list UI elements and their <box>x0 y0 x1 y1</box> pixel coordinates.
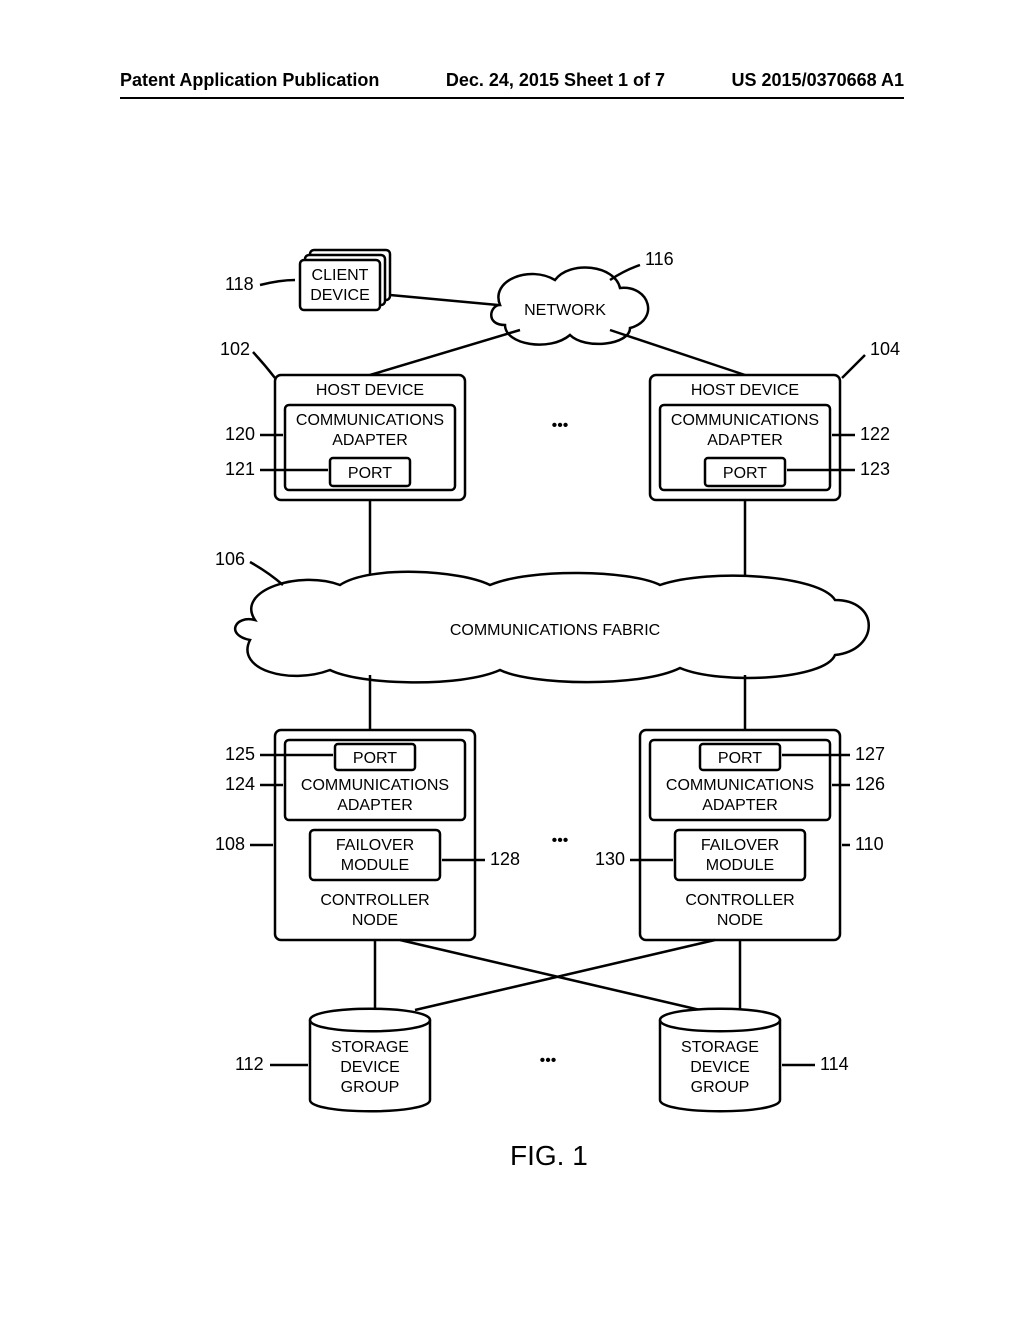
ref-114: 114 <box>820 1054 849 1074</box>
page: Patent Application Publication Dec. 24, … <box>0 0 1024 1320</box>
dots-storage: ••• <box>540 1052 557 1069</box>
ref-126: 126 <box>855 774 885 794</box>
ref-124: 124 <box>225 774 255 794</box>
storage-r-l2: DEVICE <box>690 1059 750 1076</box>
failover-l-l1: FAILOVER <box>336 837 414 854</box>
page-header: Patent Application Publication Dec. 24, … <box>120 70 904 99</box>
controller-l-l2: NODE <box>352 912 398 929</box>
communications-fabric: COMMUNICATIONS FABRIC <box>235 572 869 683</box>
header-left: Patent Application Publication <box>120 70 379 91</box>
ref-130: 130 <box>595 849 625 869</box>
client-label1: CLIENT <box>312 267 369 284</box>
port-right-label: PORT <box>723 465 767 482</box>
controller-r-l1: CONTROLLER <box>685 892 794 909</box>
ref-104: 104 <box>870 339 900 359</box>
failover-r-l2: MODULE <box>706 857 774 874</box>
ref-120: 120 <box>225 424 255 444</box>
port-br-label: PORT <box>718 750 762 767</box>
commad-br-l1: COMMUNICATIONS <box>666 777 814 794</box>
storage-r-l3: GROUP <box>691 1079 750 1096</box>
ref-102: 102 <box>220 339 250 359</box>
controller-right: PORT COMMUNICATIONS ADAPTER FAILOVER MOD… <box>640 730 840 940</box>
dots-controllers: ••• <box>552 832 569 849</box>
ref-112: 112 <box>235 1054 264 1074</box>
ref-116: 116 <box>645 249 674 269</box>
ref-125: 125 <box>225 744 255 764</box>
ref-108: 108 <box>215 834 245 854</box>
ref-127: 127 <box>855 744 885 764</box>
host-device-right: HOST DEVICE COMMUNICATIONS ADAPTER PORT <box>650 375 840 500</box>
header-right: US 2015/0370668 A1 <box>732 70 904 91</box>
storage-l-l2: DEVICE <box>340 1059 400 1076</box>
figure-1-svg: CLIENT DEVICE 118 NETWORK 116 HOST DEV <box>0 130 1024 1320</box>
storage-r-l1: STORAGE <box>681 1039 759 1056</box>
commad-br-l2: ADAPTER <box>702 797 778 814</box>
ref-128: 128 <box>490 849 520 869</box>
commad-bl-l1: COMMUNICATIONS <box>301 777 449 794</box>
commad-left-l2: ADAPTER <box>332 432 408 449</box>
commad-left-l1: COMMUNICATIONS <box>296 412 444 429</box>
ref-110: 110 <box>855 834 884 854</box>
network-cloud: NETWORK <box>491 268 648 345</box>
host-left-label: HOST DEVICE <box>316 382 424 399</box>
client-label2: DEVICE <box>310 287 370 304</box>
commad-right-l1: COMMUNICATIONS <box>671 412 819 429</box>
network-label: NETWORK <box>524 302 606 319</box>
ref-118: 118 <box>225 274 254 294</box>
port-bl-label: PORT <box>353 750 397 767</box>
controller-r-l2: NODE <box>717 912 763 929</box>
ref-106: 106 <box>215 549 245 569</box>
storage-l-l3: GROUP <box>341 1079 400 1096</box>
failover-r-l1: FAILOVER <box>701 837 779 854</box>
ref-122: 122 <box>860 424 890 444</box>
header-center: Dec. 24, 2015 Sheet 1 of 7 <box>446 70 665 91</box>
ref-121: 121 <box>225 459 255 479</box>
port-left-label: PORT <box>348 465 392 482</box>
host-right-label: HOST DEVICE <box>691 382 799 399</box>
controller-left: PORT COMMUNICATIONS ADAPTER FAILOVER MOD… <box>275 730 475 940</box>
commad-right-l2: ADAPTER <box>707 432 783 449</box>
controller-l-l1: CONTROLLER <box>320 892 429 909</box>
figure-label: FIG. 1 <box>510 1140 588 1171</box>
fabric-label: COMMUNICATIONS FABRIC <box>450 622 660 639</box>
client-device-stack: CLIENT DEVICE <box>300 250 390 310</box>
storage-left: STORAGE DEVICE GROUP <box>310 1009 430 1112</box>
storage-right: STORAGE DEVICE GROUP <box>660 1009 780 1112</box>
commad-bl-l2: ADAPTER <box>337 797 413 814</box>
storage-l-l1: STORAGE <box>331 1039 409 1056</box>
host-device-left: HOST DEVICE COMMUNICATIONS ADAPTER PORT <box>275 375 465 500</box>
ref-123: 123 <box>860 459 890 479</box>
dots-hosts: ••• <box>552 417 569 434</box>
failover-l-l2: MODULE <box>341 857 409 874</box>
